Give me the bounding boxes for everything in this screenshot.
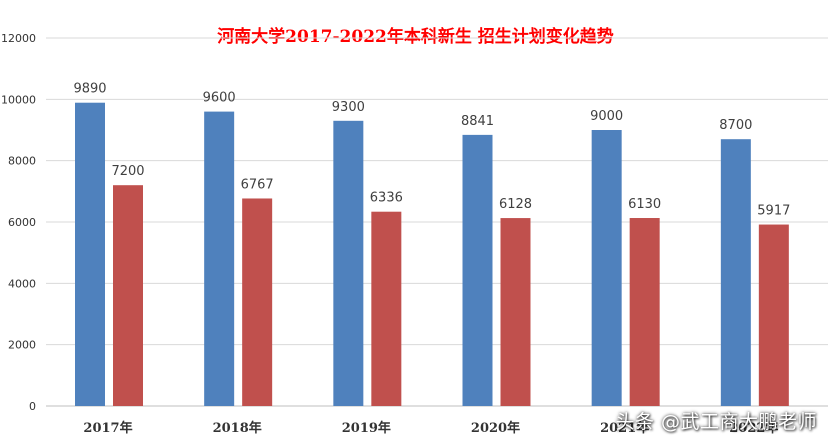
data-label: 9890 [73, 82, 106, 97]
data-label: 6128 [499, 197, 532, 212]
data-label: 8700 [719, 118, 752, 133]
data-label: 8841 [461, 114, 494, 129]
bar [629, 218, 660, 406]
y-tick-label: 10000 [1, 93, 36, 106]
y-tick-label: 8000 [8, 155, 36, 168]
bar [75, 102, 105, 406]
x-tick-label: 2021年 [600, 420, 649, 436]
bar [204, 111, 235, 406]
bar [591, 130, 622, 406]
bar [371, 211, 402, 406]
y-tick-label: 2000 [8, 339, 36, 352]
chart-title: 河南大学2017-2022年本科新生 招生计划变化趋势 [217, 27, 614, 47]
bar [720, 139, 751, 406]
x-tick-label: 2018年 [213, 420, 262, 436]
x-tick-label: 2019年 [342, 420, 391, 436]
y-tick-label: 0 [29, 400, 36, 413]
bar [113, 185, 143, 406]
data-label: 9000 [590, 109, 623, 124]
data-label: 5917 [757, 204, 790, 219]
y-tick-label: 4000 [8, 277, 36, 290]
x-tick-label: 2020年 [471, 420, 520, 436]
data-label: 6767 [241, 177, 274, 192]
y-tick-label: 12000 [1, 32, 36, 45]
data-label: 6130 [628, 197, 661, 212]
bar [500, 218, 531, 406]
watermark-text: 头条 @武工商大鹏老师 [615, 411, 817, 433]
bar [758, 224, 789, 406]
y-tick-label: 6000 [8, 216, 36, 229]
bar [333, 120, 364, 407]
bar [462, 134, 493, 406]
data-label: 6336 [370, 191, 403, 206]
data-label: 9600 [203, 91, 236, 106]
data-label: 7200 [111, 164, 144, 179]
x-tick-label: 2022年 [729, 420, 778, 436]
data-label: 9300 [332, 100, 365, 115]
x-tick-label: 2017年 [83, 420, 132, 436]
bar [242, 198, 273, 406]
